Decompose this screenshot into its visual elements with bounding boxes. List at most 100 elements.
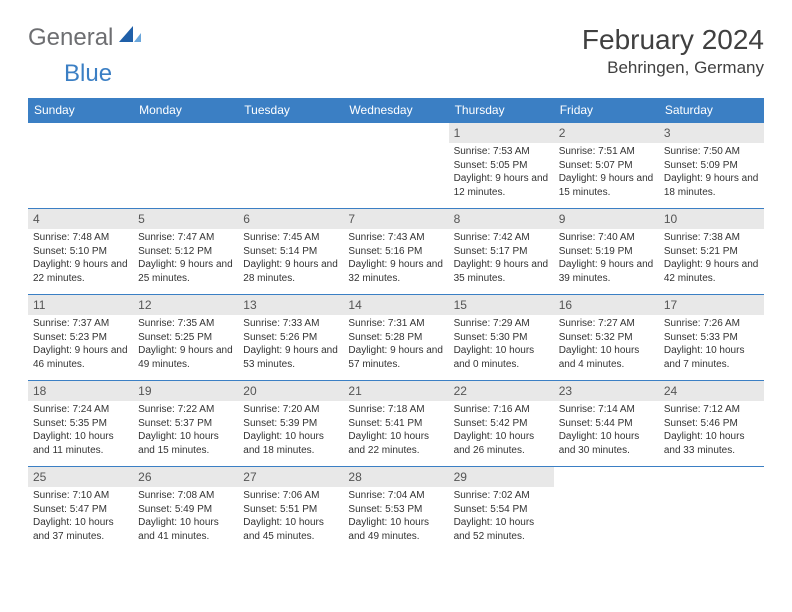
calendar-cell: 8Sunrise: 7:42 AMSunset: 5:17 PMDaylight… xyxy=(449,209,554,295)
sunrise-text: Sunrise: 7:51 AM xyxy=(559,145,654,159)
sunset-text: Sunset: 5:33 PM xyxy=(664,331,759,345)
calendar-cell xyxy=(659,467,764,553)
daylight-text: Daylight: 10 hours and 45 minutes. xyxy=(243,516,338,543)
sunset-text: Sunset: 5:12 PM xyxy=(138,245,233,259)
calendar-cell: 16Sunrise: 7:27 AMSunset: 5:32 PMDayligh… xyxy=(554,295,659,381)
calendar-week-row: 25Sunrise: 7:10 AMSunset: 5:47 PMDayligh… xyxy=(28,467,764,553)
calendar-cell xyxy=(343,123,448,209)
daylight-text: Daylight: 10 hours and 22 minutes. xyxy=(348,430,443,457)
sunset-text: Sunset: 5:26 PM xyxy=(243,331,338,345)
sunset-text: Sunset: 5:46 PM xyxy=(664,417,759,431)
sunset-text: Sunset: 5:41 PM xyxy=(348,417,443,431)
daylight-text: Daylight: 10 hours and 7 minutes. xyxy=(664,344,759,371)
calendar-cell: 14Sunrise: 7:31 AMSunset: 5:28 PMDayligh… xyxy=(343,295,448,381)
day-number: 1 xyxy=(449,123,554,143)
daylight-text: Daylight: 9 hours and 18 minutes. xyxy=(664,172,759,199)
daylight-text: Daylight: 9 hours and 42 minutes. xyxy=(664,258,759,285)
logo-text-general: General xyxy=(28,24,113,52)
calendar-cell: 11Sunrise: 7:37 AMSunset: 5:23 PMDayligh… xyxy=(28,295,133,381)
calendar-cell xyxy=(554,467,659,553)
sunset-text: Sunset: 5:07 PM xyxy=(559,159,654,173)
weekday-monday: Monday xyxy=(133,98,238,123)
sunrise-text: Sunrise: 7:22 AM xyxy=(138,403,233,417)
calendar-cell: 19Sunrise: 7:22 AMSunset: 5:37 PMDayligh… xyxy=(133,381,238,467)
sunrise-text: Sunrise: 7:42 AM xyxy=(454,231,549,245)
day-number: 27 xyxy=(238,467,343,487)
day-content: Sunrise: 7:38 AMSunset: 5:21 PMDaylight:… xyxy=(659,229,764,289)
day-content: Sunrise: 7:14 AMSunset: 5:44 PMDaylight:… xyxy=(554,401,659,461)
day-content: Sunrise: 7:40 AMSunset: 5:19 PMDaylight:… xyxy=(554,229,659,289)
sunset-text: Sunset: 5:35 PM xyxy=(33,417,128,431)
calendar-cell: 4Sunrise: 7:48 AMSunset: 5:10 PMDaylight… xyxy=(28,209,133,295)
day-number: 22 xyxy=(449,381,554,401)
sunrise-text: Sunrise: 7:29 AM xyxy=(454,317,549,331)
sunrise-text: Sunrise: 7:10 AM xyxy=(33,489,128,503)
day-content: Sunrise: 7:18 AMSunset: 5:41 PMDaylight:… xyxy=(343,401,448,461)
sunrise-text: Sunrise: 7:43 AM xyxy=(348,231,443,245)
daylight-text: Daylight: 10 hours and 11 minutes. xyxy=(33,430,128,457)
calendar-week-row: 4Sunrise: 7:48 AMSunset: 5:10 PMDaylight… xyxy=(28,209,764,295)
day-number: 25 xyxy=(28,467,133,487)
calendar-cell: 15Sunrise: 7:29 AMSunset: 5:30 PMDayligh… xyxy=(449,295,554,381)
day-number: 28 xyxy=(343,467,448,487)
day-number: 7 xyxy=(343,209,448,229)
day-content: Sunrise: 7:02 AMSunset: 5:54 PMDaylight:… xyxy=(449,487,554,547)
day-number: 6 xyxy=(238,209,343,229)
sunset-text: Sunset: 5:25 PM xyxy=(138,331,233,345)
sunrise-text: Sunrise: 7:26 AM xyxy=(664,317,759,331)
sunset-text: Sunset: 5:32 PM xyxy=(559,331,654,345)
day-content: Sunrise: 7:24 AMSunset: 5:35 PMDaylight:… xyxy=(28,401,133,461)
calendar-cell: 3Sunrise: 7:50 AMSunset: 5:09 PMDaylight… xyxy=(659,123,764,209)
sunset-text: Sunset: 5:16 PM xyxy=(348,245,443,259)
daylight-text: Daylight: 10 hours and 49 minutes. xyxy=(348,516,443,543)
sunset-text: Sunset: 5:37 PM xyxy=(138,417,233,431)
weekday-header-row: Sunday Monday Tuesday Wednesday Thursday… xyxy=(28,98,764,123)
day-content: Sunrise: 7:43 AMSunset: 5:16 PMDaylight:… xyxy=(343,229,448,289)
daylight-text: Daylight: 10 hours and 37 minutes. xyxy=(33,516,128,543)
sunset-text: Sunset: 5:47 PM xyxy=(33,503,128,517)
day-number: 17 xyxy=(659,295,764,315)
day-content: Sunrise: 7:29 AMSunset: 5:30 PMDaylight:… xyxy=(449,315,554,375)
calendar-cell: 22Sunrise: 7:16 AMSunset: 5:42 PMDayligh… xyxy=(449,381,554,467)
day-number: 18 xyxy=(28,381,133,401)
sunrise-text: Sunrise: 7:48 AM xyxy=(33,231,128,245)
sunrise-text: Sunrise: 7:08 AM xyxy=(138,489,233,503)
calendar-week-row: 11Sunrise: 7:37 AMSunset: 5:23 PMDayligh… xyxy=(28,295,764,381)
sunset-text: Sunset: 5:54 PM xyxy=(454,503,549,517)
daylight-text: Daylight: 9 hours and 28 minutes. xyxy=(243,258,338,285)
calendar-cell: 23Sunrise: 7:14 AMSunset: 5:44 PMDayligh… xyxy=(554,381,659,467)
month-title: February 2024 xyxy=(582,24,764,56)
day-content: Sunrise: 7:26 AMSunset: 5:33 PMDaylight:… xyxy=(659,315,764,375)
day-number: 11 xyxy=(28,295,133,315)
day-content: Sunrise: 7:27 AMSunset: 5:32 PMDaylight:… xyxy=(554,315,659,375)
sunrise-text: Sunrise: 7:02 AM xyxy=(454,489,549,503)
weekday-saturday: Saturday xyxy=(659,98,764,123)
day-content: Sunrise: 7:53 AMSunset: 5:05 PMDaylight:… xyxy=(449,143,554,203)
day-content: Sunrise: 7:48 AMSunset: 5:10 PMDaylight:… xyxy=(28,229,133,289)
day-number: 4 xyxy=(28,209,133,229)
sunset-text: Sunset: 5:17 PM xyxy=(454,245,549,259)
daylight-text: Daylight: 9 hours and 57 minutes. xyxy=(348,344,443,371)
day-number: 20 xyxy=(238,381,343,401)
day-number: 19 xyxy=(133,381,238,401)
calendar-week-row: 1Sunrise: 7:53 AMSunset: 5:05 PMDaylight… xyxy=(28,123,764,209)
day-number: 9 xyxy=(554,209,659,229)
sunset-text: Sunset: 5:05 PM xyxy=(454,159,549,173)
weekday-tuesday: Tuesday xyxy=(238,98,343,123)
day-content: Sunrise: 7:16 AMSunset: 5:42 PMDaylight:… xyxy=(449,401,554,461)
sunrise-text: Sunrise: 7:50 AM xyxy=(664,145,759,159)
logo-text-blue: Blue xyxy=(64,60,112,87)
day-number: 23 xyxy=(554,381,659,401)
sunset-text: Sunset: 5:19 PM xyxy=(559,245,654,259)
daylight-text: Daylight: 10 hours and 4 minutes. xyxy=(559,344,654,371)
calendar-cell xyxy=(238,123,343,209)
sunrise-text: Sunrise: 7:14 AM xyxy=(559,403,654,417)
daylight-text: Daylight: 10 hours and 18 minutes. xyxy=(243,430,338,457)
daylight-text: Daylight: 10 hours and 33 minutes. xyxy=(664,430,759,457)
calendar-cell: 2Sunrise: 7:51 AMSunset: 5:07 PMDaylight… xyxy=(554,123,659,209)
sunset-text: Sunset: 5:44 PM xyxy=(559,417,654,431)
sunrise-text: Sunrise: 7:53 AM xyxy=(454,145,549,159)
day-content: Sunrise: 7:10 AMSunset: 5:47 PMDaylight:… xyxy=(28,487,133,547)
day-content: Sunrise: 7:22 AMSunset: 5:37 PMDaylight:… xyxy=(133,401,238,461)
daylight-text: Daylight: 9 hours and 49 minutes. xyxy=(138,344,233,371)
